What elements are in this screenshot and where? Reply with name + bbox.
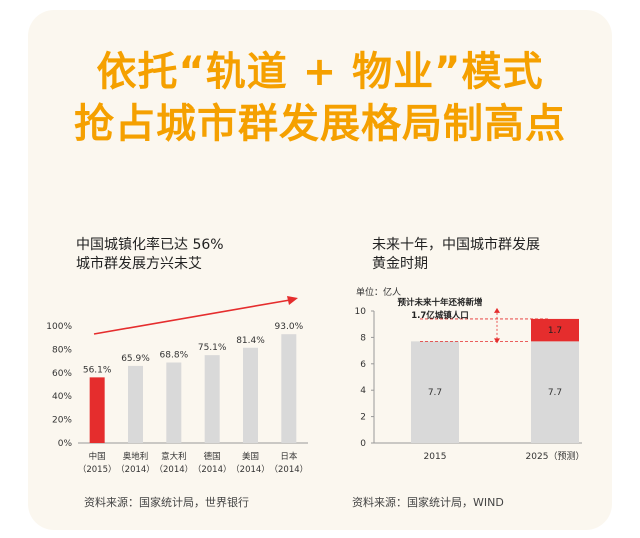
- y-tick-label: 10: [355, 307, 367, 317]
- stacked-bar-segment: [411, 341, 459, 443]
- annotation-arrow-tail: [494, 338, 500, 344]
- annotation-text-line-2: 1.7亿城镇人口: [411, 310, 469, 321]
- y-tick-label: 40%: [52, 392, 72, 402]
- segment-value-label: 1.7: [548, 326, 562, 336]
- x-tick-label: 意大利: [161, 451, 187, 462]
- x-tick-sublabel: （2014）: [193, 464, 232, 475]
- value-label: 56.1%: [83, 365, 112, 375]
- headline-line-2: 抢占城市群发展格局制高点: [74, 101, 566, 147]
- bar: [281, 334, 297, 443]
- segment-value-label: 7.7: [428, 388, 442, 398]
- x-tick-label: 美国: [242, 451, 259, 462]
- y-tick-label: 8: [360, 333, 366, 343]
- left-source-note: 资料来源：国家统计局，世界银行: [84, 496, 249, 509]
- bar: [89, 377, 105, 443]
- left-subtitle-line-1: 中国城镇化率已达 56%: [76, 237, 224, 253]
- left-subtitle-line-2: 城市群发展方兴未艾: [76, 256, 202, 272]
- value-label: 68.8%: [160, 351, 189, 361]
- right-subtitle-line-1: 未来十年，中国城市群发展: [372, 237, 540, 253]
- x-tick-label: 2025（预测）: [526, 451, 585, 462]
- value-label: 93.0%: [275, 322, 304, 332]
- right-source-note: 资料来源：国家统计局，WIND: [352, 496, 504, 509]
- bar: [128, 365, 143, 443]
- stacked-bar-segment: [531, 318, 579, 342]
- y-tick-label: 80%: [52, 345, 72, 355]
- value-label: 75.1%: [198, 343, 227, 353]
- value-label: 81.4%: [236, 336, 265, 346]
- y-tick-label: 2: [360, 413, 366, 423]
- y-tick-label: 6: [360, 360, 366, 370]
- x-tick-sublabel: （2014）: [270, 464, 309, 475]
- y-tick-label: 0%: [58, 439, 73, 449]
- x-tick-sublabel: （2014）: [155, 464, 194, 475]
- x-tick-sublabel: （2015）: [78, 464, 117, 475]
- x-tick-sublabel: （2014）: [231, 464, 270, 475]
- y-tick-label: 20%: [52, 416, 72, 426]
- segment-value-label: 7.7: [548, 388, 562, 398]
- annotation-text-line-1: 预计未来十年还将新增: [397, 297, 482, 308]
- y-tick-label: 4: [360, 386, 366, 396]
- bar: [243, 347, 258, 443]
- y-tick-label: 0: [360, 439, 366, 449]
- x-tick-sublabel: （2014）: [116, 464, 155, 475]
- x-tick-label: 德国: [204, 451, 221, 462]
- x-tick-label: 日本: [280, 451, 298, 462]
- trend-arrow-head: [287, 296, 298, 305]
- bar: [166, 362, 182, 443]
- bar: [204, 355, 220, 443]
- y-tick-label: 100%: [46, 322, 72, 332]
- value-label: 65.9%: [121, 354, 150, 364]
- x-tick-label: 2015: [424, 452, 447, 462]
- stacked-bar-segment: [531, 341, 579, 443]
- x-tick-label: 奥地利: [123, 451, 149, 462]
- unit-label: 单位：亿人: [356, 286, 401, 298]
- annotation-arrow-head: [494, 307, 500, 313]
- y-tick-label: 60%: [52, 369, 72, 379]
- headline-line-1: 依托“轨道 + 物业”模式: [96, 49, 544, 95]
- right-subtitle-line-2: 黄金时期: [372, 256, 428, 272]
- x-tick-label: 中国: [89, 451, 106, 462]
- trend-arrow-line: [93, 299, 291, 335]
